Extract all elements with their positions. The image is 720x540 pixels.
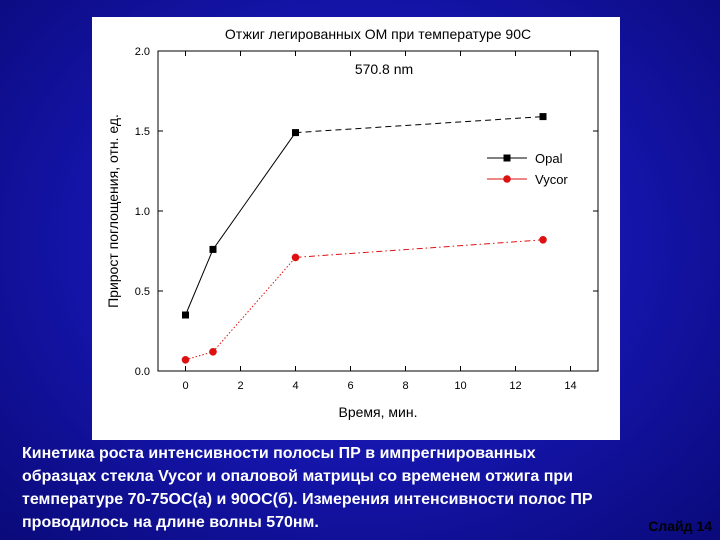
legend-label: Vycor	[535, 172, 568, 187]
x-tick-label: 6	[347, 380, 353, 392]
x-tick-label: 14	[564, 380, 576, 392]
wavelength-annotation: 570.8 nm	[355, 61, 413, 77]
legend: Opal Vycor	[487, 151, 568, 187]
data-point	[209, 245, 217, 253]
axis-ticks: 0 2 4 6 8 10 12 14 0.0 0.5 1.0 1.5 2.0	[135, 46, 598, 392]
x-tick-label: 2	[237, 380, 243, 392]
x-tick-label: 10	[454, 380, 466, 392]
series-layer	[181, 113, 547, 364]
y-tick-label: 2.0	[135, 46, 150, 58]
chart-figure: Отжиг легированных ОМ при температуре 90…	[92, 17, 620, 440]
chart-title: Отжиг легированных ОМ при температуре 90…	[225, 26, 531, 42]
x-tick-label: 12	[509, 380, 521, 392]
series-vycor	[181, 236, 547, 364]
y-tick-label: 1.0	[135, 206, 150, 218]
legend-marker	[503, 154, 511, 162]
data-point	[539, 113, 547, 121]
series-segment	[212, 257, 296, 353]
series-segment	[295, 116, 544, 134]
data-point	[209, 348, 217, 356]
chart-svg: Отжиг легированных ОМ при температуре 90…	[105, 26, 599, 420]
x-axis-label: Время, мин.	[339, 404, 418, 420]
data-point	[181, 356, 190, 364]
data-point	[182, 311, 189, 319]
data-point	[292, 129, 299, 137]
y-tick-label: 1.5	[135, 126, 150, 138]
series-segment	[295, 239, 544, 258]
y-tick-label: 0.0	[135, 366, 150, 378]
y-tick-label: 0.5	[135, 286, 150, 298]
series-segment	[185, 249, 214, 316]
slide-number: Слайд 14	[648, 518, 712, 534]
y-axis-label: Прирост поглощения, отн. ед.	[105, 114, 121, 308]
series-segment	[185, 351, 214, 361]
data-point	[539, 236, 547, 244]
series-opal	[182, 113, 547, 319]
legend-marker	[503, 175, 511, 183]
x-tick-label: 4	[292, 380, 298, 392]
x-tick-label: 0	[182, 380, 188, 392]
series-segment	[212, 132, 296, 250]
x-tick-label: 8	[402, 380, 408, 392]
data-point	[291, 253, 300, 262]
slide-caption: Кинетика роста интенсивности полосы ПР в…	[22, 445, 593, 531]
legend-label: Opal	[535, 151, 563, 166]
plot-frame	[157, 50, 599, 372]
